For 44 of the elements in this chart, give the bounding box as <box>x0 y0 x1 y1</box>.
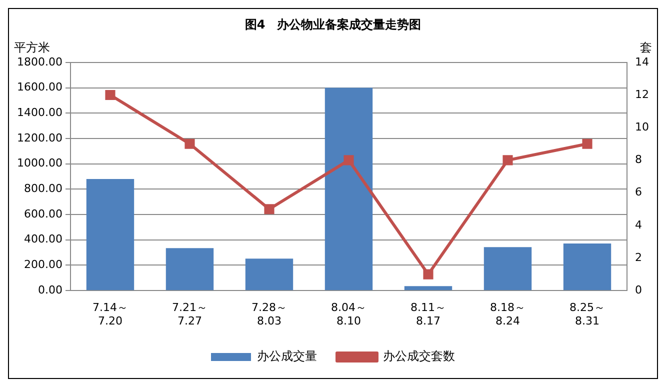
y-tick-label: 600.00 <box>24 207 62 220</box>
y2-tick-label: 12 <box>635 88 650 101</box>
bar <box>166 248 214 290</box>
point <box>582 138 592 149</box>
point <box>423 269 434 280</box>
y-tick-label: 1600.00 <box>16 80 62 94</box>
y-tick-label: 1000.00 <box>16 156 62 170</box>
y-tick-label: 1800.00 <box>16 55 62 68</box>
x-tick-label: 7.28～ 8.03 <box>251 301 287 328</box>
bar <box>563 243 612 290</box>
bar <box>245 258 294 290</box>
y-tick-label: 1400.00 <box>16 106 62 119</box>
x-tick-label: 8.11～ 8.17 <box>410 301 446 328</box>
y2-tick-label: 8 <box>635 153 642 166</box>
y2-tick-label: 0 <box>635 283 642 296</box>
x-tick-label: 8.18～ 8.24 <box>490 301 526 328</box>
legend-label: 办公成交量 <box>257 349 317 364</box>
y2-axis-title: 套 <box>640 40 652 55</box>
y2-tick-label: 10 <box>635 120 650 134</box>
bar <box>404 286 452 290</box>
y-axis-title: 平方米 <box>14 40 50 55</box>
bar <box>324 88 373 290</box>
x-tick-label: 7.21～ 7.27 <box>172 301 208 328</box>
y-tick-label: 0.00 <box>38 283 62 296</box>
y-tick-label: 800.00 <box>24 182 62 196</box>
bar <box>86 179 134 290</box>
x-tick-label: 7.14～ 7.20 <box>92 301 128 328</box>
y-tick-label: 1200.00 <box>16 131 62 144</box>
y2-tick-label: 4 <box>635 218 642 232</box>
point <box>344 155 354 166</box>
y-tick-label: 400.00 <box>24 232 62 246</box>
bar <box>484 247 532 290</box>
chart-title: 图4 办公物业备案成交量走势图 <box>244 17 422 32</box>
y2-tick-label: 14 <box>635 55 650 68</box>
point <box>502 155 513 166</box>
y2-tick-label: 6 <box>635 186 642 199</box>
y2-tick-label: 2 <box>635 250 642 264</box>
legend-label: 办公成交套数 <box>383 349 455 364</box>
point <box>264 204 274 214</box>
point <box>105 90 116 100</box>
x-tick-label: 8.04～ 8.10 <box>330 301 366 328</box>
y-tick-label: 200.00 <box>24 258 62 272</box>
point <box>184 138 195 149</box>
x-tick-label: 8.25～ 8.31 <box>570 301 605 328</box>
